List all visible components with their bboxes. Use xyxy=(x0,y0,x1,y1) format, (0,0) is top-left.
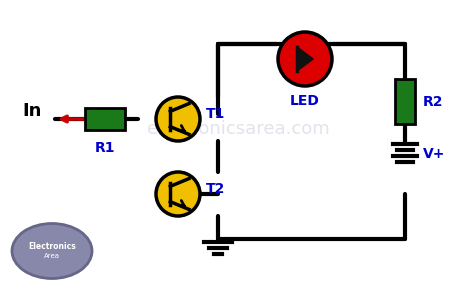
Text: LED: LED xyxy=(289,94,319,108)
Polygon shape xyxy=(296,47,312,71)
Circle shape xyxy=(278,32,331,86)
Bar xyxy=(394,79,414,124)
Bar xyxy=(85,108,125,130)
Circle shape xyxy=(156,172,199,216)
Text: Area: Area xyxy=(44,253,60,259)
Text: R2: R2 xyxy=(422,95,443,108)
Text: R1: R1 xyxy=(95,141,115,155)
Text: V+: V+ xyxy=(422,147,445,161)
Text: electronicsarea.com: electronicsarea.com xyxy=(146,120,329,138)
Text: Electronics: Electronics xyxy=(28,242,76,251)
Ellipse shape xyxy=(12,223,92,279)
Text: T1: T1 xyxy=(206,107,225,121)
Circle shape xyxy=(156,97,199,141)
Text: T2: T2 xyxy=(206,182,225,196)
Text: In: In xyxy=(22,102,41,120)
